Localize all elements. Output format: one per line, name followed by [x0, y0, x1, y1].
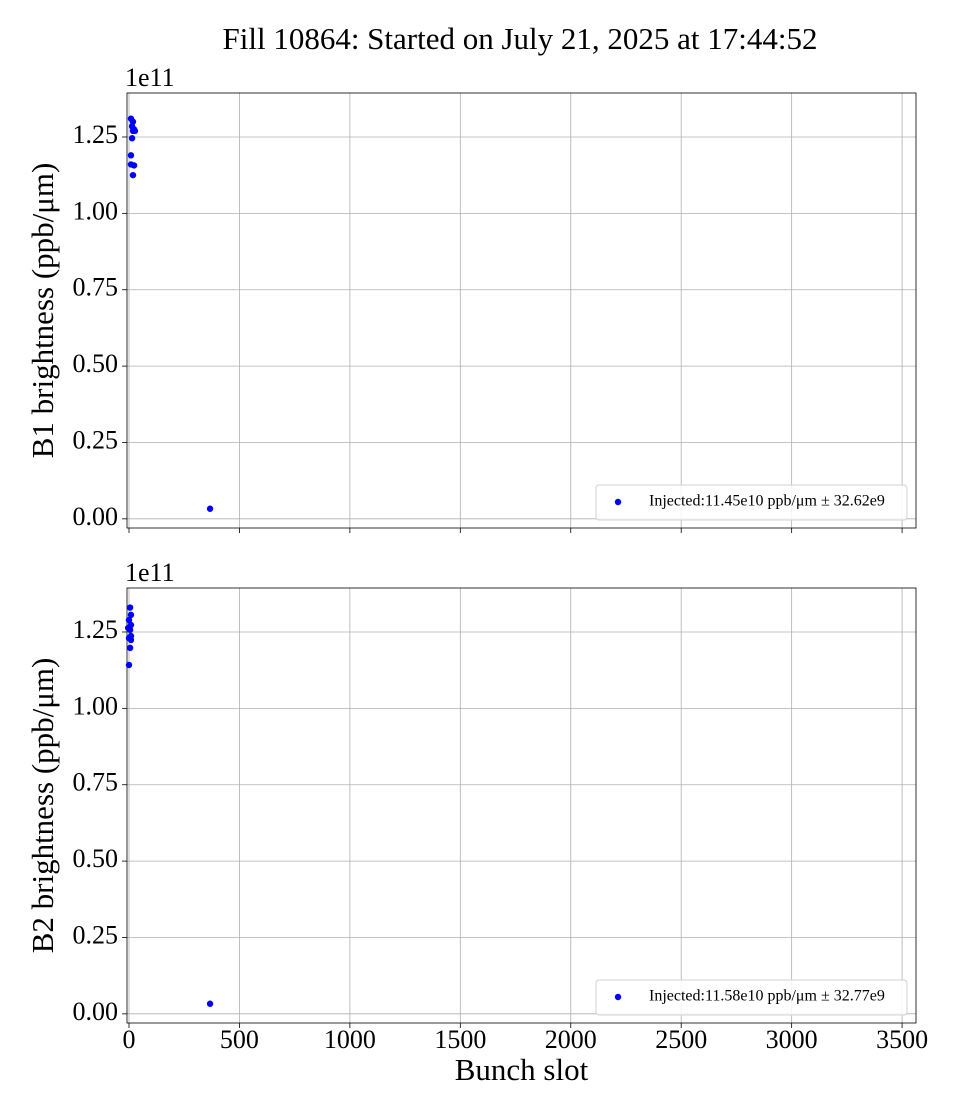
point: [206, 505, 214, 512]
point: [126, 644, 134, 652]
point: [129, 171, 137, 179]
x-tick-label: 3500: [876, 1025, 928, 1054]
point: [128, 135, 136, 142]
y-axis-label: B2 brightness (ppb/μm): [25, 658, 60, 954]
legend-label: Injected:11.58e10 ppb/μm ± 32.77e9: [649, 988, 885, 1005]
y-tick-label: 0.50: [73, 349, 119, 378]
y-tick-label: 0.00: [73, 502, 119, 531]
x-axis-label: Bunch slot: [455, 1052, 589, 1087]
x-tick-label: 500: [220, 1025, 259, 1054]
point: [125, 661, 133, 669]
y-tick-label: 0.75: [73, 273, 119, 302]
point: [125, 616, 133, 624]
y-tick-label: 0.50: [73, 844, 119, 873]
point: [131, 127, 139, 135]
point: [206, 1000, 214, 1007]
x-tick-label: 2000: [545, 1025, 597, 1054]
figure-title: Fill 10864: Started on July 21, 2025 at …: [222, 21, 817, 56]
y-tick-label: 1.00: [73, 196, 119, 225]
subplot: 0.00 0.25 0.50 0.75 1.00 1.25 0 500 1000 1500 2000…: [25, 558, 928, 1087]
x-tick-label: 3000: [766, 1025, 818, 1054]
x-tick-label: 1500: [434, 1025, 486, 1054]
axes-frame: [126, 92, 917, 529]
point: [127, 611, 135, 619]
offset-label: 1e11: [125, 63, 175, 92]
legend-box: [595, 484, 908, 521]
legend-label: Injected:11.45e10 ppb/μm ± 32.62e9: [649, 493, 885, 510]
legend-box: [595, 979, 908, 1016]
y-tick-label: 0.25: [73, 920, 119, 949]
point: [130, 162, 138, 169]
x-tick-label: 1000: [324, 1025, 376, 1054]
point: [127, 152, 135, 159]
y-tick-label: 1.25: [73, 120, 119, 149]
point: [126, 604, 134, 611]
y-tick-label: 0.00: [73, 997, 119, 1026]
axes-frame: [126, 587, 917, 1024]
y-tick-label: 0.25: [73, 425, 119, 454]
legend-marker: [614, 993, 622, 1001]
y-tick-label: 1.00: [73, 691, 119, 720]
offset-label: 1e11: [125, 558, 175, 587]
y-tick-label: 1.25: [73, 615, 119, 644]
y-axis-label: B1 brightness (ppb/μm): [25, 163, 60, 459]
legend-marker: [614, 498, 622, 506]
point: [126, 626, 134, 634]
y-tick-label: 0.75: [73, 768, 119, 797]
point: [127, 636, 135, 644]
x-tick-label: 0: [122, 1025, 135, 1054]
x-tick-label: 2500: [655, 1025, 707, 1054]
